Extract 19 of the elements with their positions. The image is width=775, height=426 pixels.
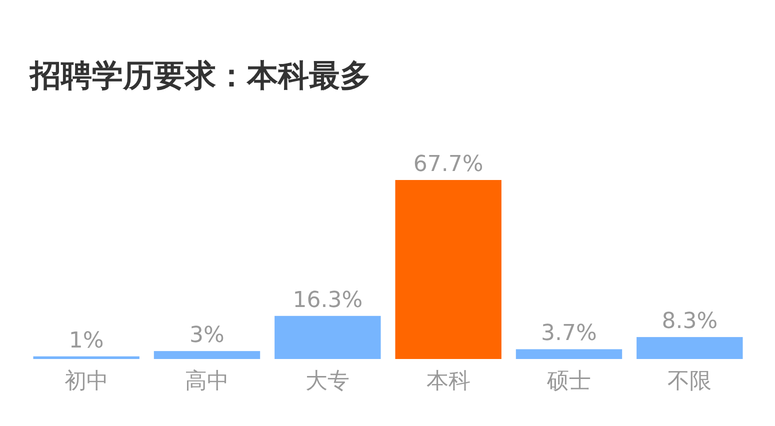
- x-tick-label: 高中: [185, 369, 229, 394]
- data-label: 3.7%: [541, 321, 597, 346]
- x-tick-label: 大专: [306, 369, 350, 394]
- bar: [274, 316, 381, 359]
- data-label: 8.3%: [662, 309, 718, 334]
- data-label: 3%: [190, 323, 224, 348]
- chart-title: 招聘学历要求：本科最多: [29, 58, 371, 94]
- data-label: 16.3%: [292, 288, 363, 313]
- data-label: 1%: [68, 328, 104, 354]
- bar: [154, 351, 260, 359]
- bar: [516, 349, 622, 359]
- x-tick-label: 本科: [426, 369, 470, 394]
- x-tick-label: 初中: [64, 369, 108, 394]
- x-tick-label: 硕士: [546, 369, 591, 394]
- bar: [395, 180, 502, 359]
- x-tick-label: 不限: [668, 369, 712, 394]
- bar: [636, 337, 743, 359]
- data-label: 67.7%: [413, 152, 484, 177]
- bar: [33, 356, 140, 359]
